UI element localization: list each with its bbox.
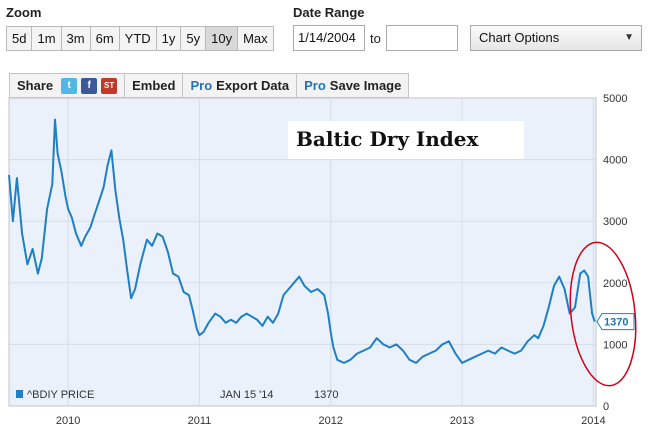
embed-button[interactable]: Embed (125, 74, 184, 97)
annotation-ellipse (569, 241, 637, 387)
legend-date: JAN 15 '14 (220, 389, 273, 401)
x-tick-label: 2010 (56, 415, 80, 427)
x-tick-label: 2011 (188, 415, 212, 427)
last-value-flag (596, 313, 635, 331)
share-group: Share t f ST (10, 74, 126, 97)
title-box (288, 121, 524, 159)
zoom-button-max[interactable]: Max (237, 26, 274, 51)
zoom-button-10y[interactable]: 10y (205, 26, 238, 51)
zoom-button-5y[interactable]: 5y (180, 26, 206, 51)
zoom-button-1m[interactable]: 1m (31, 26, 61, 51)
zoom-button-1y[interactable]: 1y (155, 26, 181, 51)
date-to-label: to (370, 31, 381, 46)
last-value-label: 1370 (604, 317, 628, 329)
pro-badge: Pro (190, 78, 213, 93)
date-to-input[interactable] (386, 25, 458, 51)
y-tick-label: 1000 (603, 339, 627, 351)
save-image-label: Save Image (329, 78, 402, 93)
embed-label: Embed (132, 78, 176, 93)
chart-title: Baltic Dry Index (296, 127, 480, 151)
date-range-label: Date Range (293, 5, 365, 20)
x-tick-label: 2012 (318, 415, 342, 427)
legend-swatch (16, 390, 23, 398)
zoom-button-group: 5d 1m 3m 6m YTD 1y 5y 10y Max (6, 26, 274, 51)
share-label: Share (17, 78, 54, 93)
chart-options-dropdown[interactable]: Chart Options ▼ (470, 25, 642, 51)
series-line (8, 118, 596, 364)
zoom-button-6m[interactable]: 6m (89, 26, 119, 51)
triangle-down-icon: ▼ (624, 32, 634, 43)
pro-badge: Pro (304, 78, 326, 93)
x-tick-label: 2014 (581, 415, 605, 427)
legend-series-label: ^BDIY PRICE (27, 389, 94, 401)
export-data-button[interactable]: Pro Export Data (183, 74, 298, 97)
chart-options-label: Chart Options (479, 30, 560, 45)
zoom-button-5d[interactable]: 5d (6, 26, 32, 51)
y-tick-label: 4000 (603, 155, 627, 167)
stocktwits-icon[interactable]: ST (101, 77, 118, 94)
y-tick-label: 3000 (603, 216, 627, 228)
export-data-label: Export Data (216, 78, 290, 93)
legend-value: 1370 (314, 389, 338, 401)
zoom-label: Zoom (6, 5, 42, 20)
x-tick-label: 2013 (450, 415, 474, 427)
chart-toolbar: Share t f ST Embed Pro Export Data Pro S… (9, 73, 410, 98)
save-image-button[interactable]: Pro Save Image (297, 74, 408, 97)
zoom-button-ytd[interactable]: YTD (118, 26, 156, 51)
facebook-icon[interactable]: f (81, 77, 98, 94)
zoom-button-3m[interactable]: 3m (60, 26, 90, 51)
date-from-input[interactable]: 1/14/2004 (293, 25, 365, 51)
y-tick-label: 5000 (603, 93, 627, 105)
y-tick-label: 0 (603, 401, 609, 413)
twitter-icon[interactable]: t (61, 77, 78, 94)
y-tick-label: 2000 (603, 278, 627, 290)
